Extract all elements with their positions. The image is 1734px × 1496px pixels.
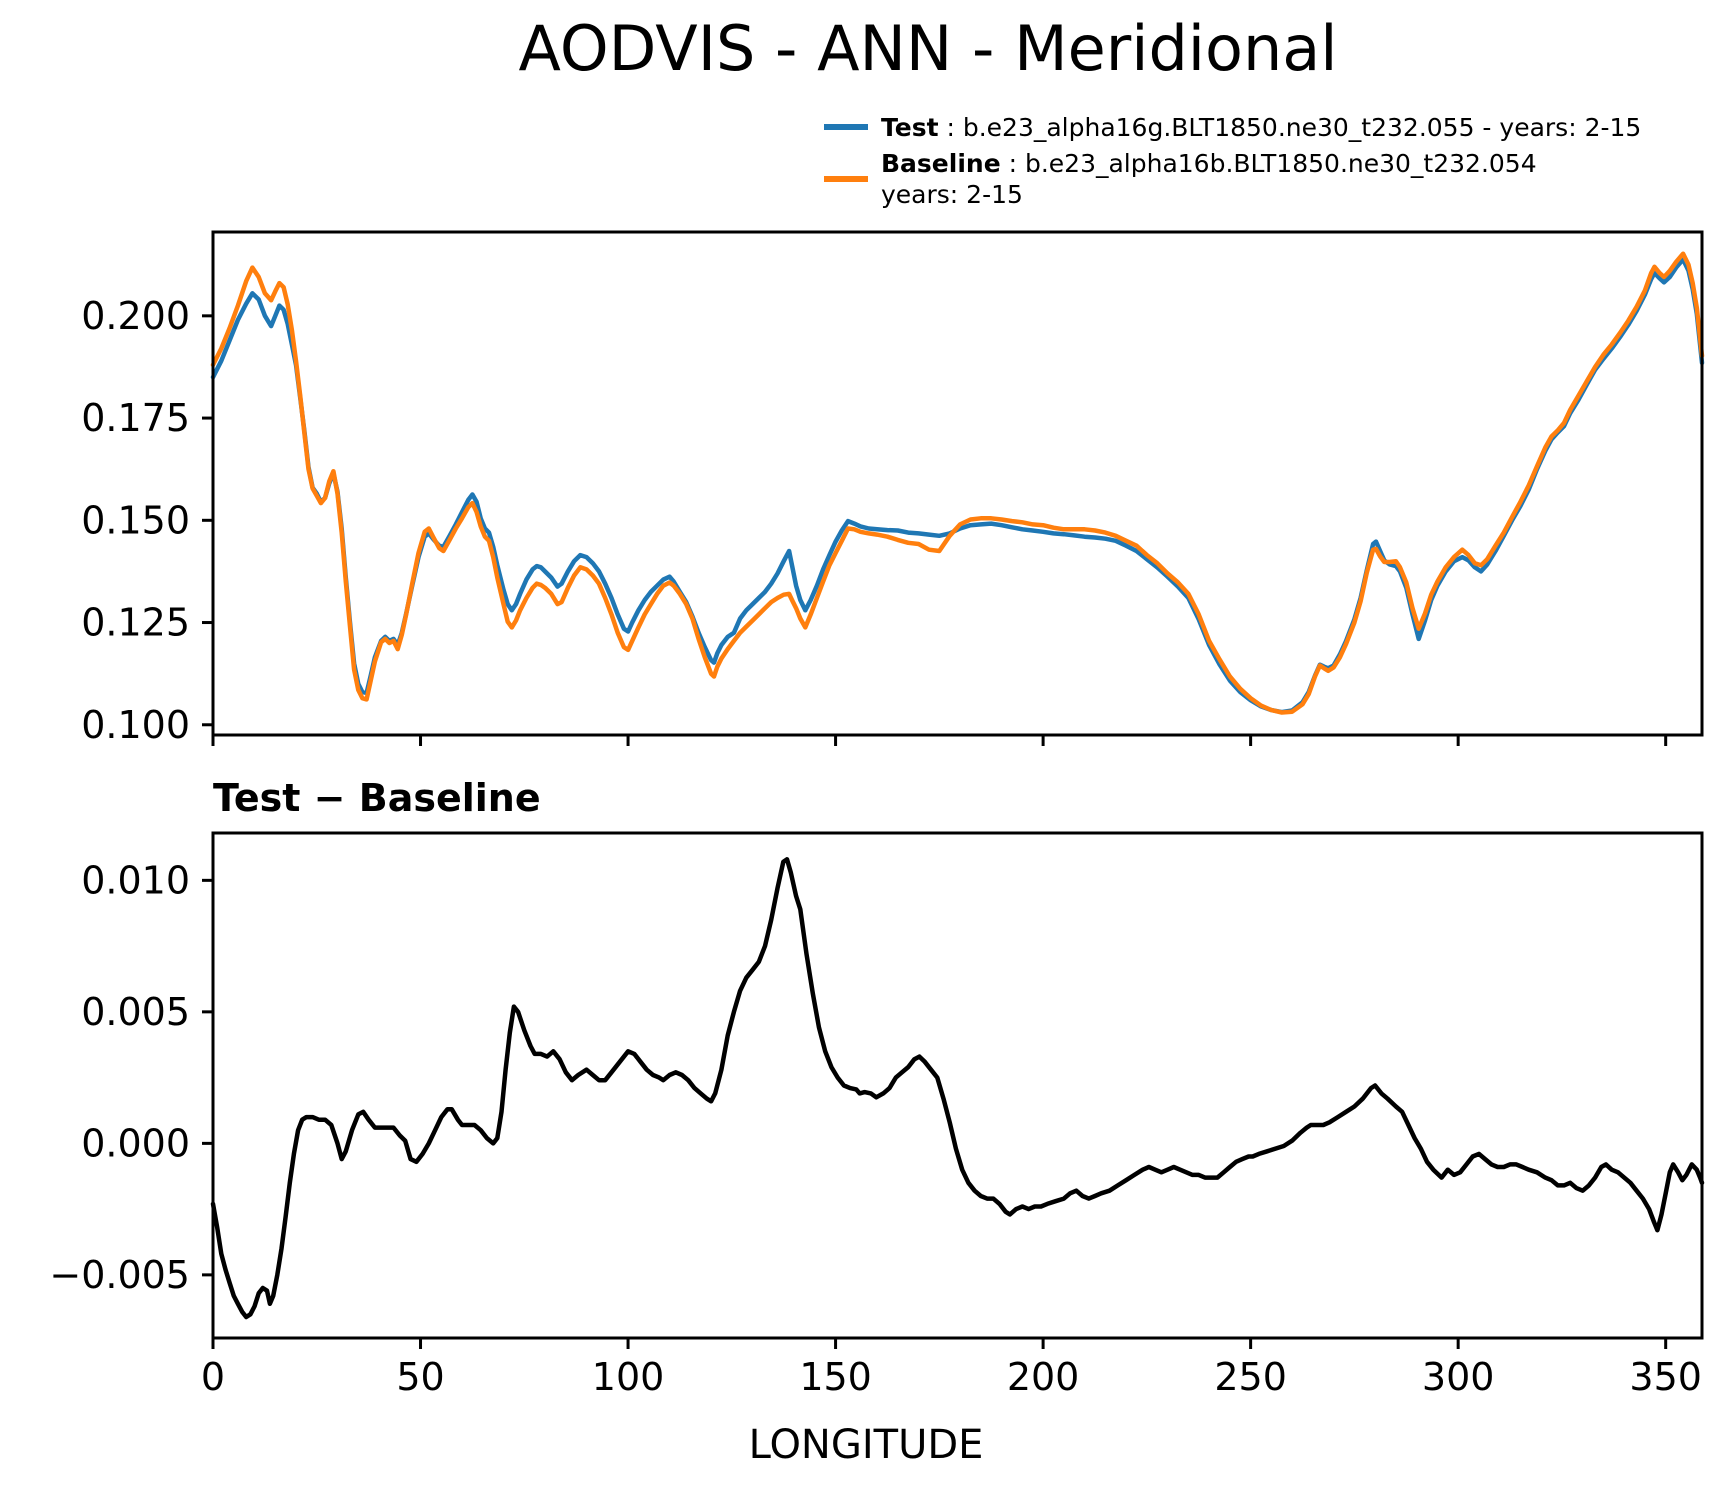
baseline-line-swatch [824,176,868,182]
legend-baseline-label: Baseline [881,149,1001,178]
legend-item-baseline: Baseline : b.e23_alpha16b.BLT1850.ne30_t… [824,148,1641,210]
x-tick-label: 200 [1007,1355,1080,1399]
y-tick-label: 0.200 [81,294,190,338]
legend-baseline-desc2: years: 2-15 [881,180,1023,209]
x-tick-label: 100 [592,1355,665,1399]
legend: Test : b.e23_alpha16g.BLT1850.ne30_t232.… [824,112,1641,215]
y-tick-label: 0.150 [81,498,190,542]
page-title: AODVIS - ANN - Meridional [518,12,1338,85]
legend-baseline-desc: : b.e23_alpha16b.BLT1850.ne30_t232.054 [1000,149,1537,178]
y-tick-label: 0.125 [81,601,190,645]
x-tick-label: 250 [1214,1355,1287,1399]
legend-test-desc: : b.e23_alpha16g.BLT1850.ne30_t232.055 -… [938,113,1642,142]
x-tick-label: 300 [1422,1355,1495,1399]
diff-line [210,857,1705,1320]
legend-baseline-text: Baseline : b.e23_alpha16b.BLT1850.ne30_t… [881,148,1537,210]
legend-item-test: Test : b.e23_alpha16g.BLT1850.ne30_t232.… [824,112,1641,143]
y-tick-label: 0.010 [81,858,190,902]
test-line [210,257,1705,715]
y-tick-label: −0.005 [49,1253,190,1297]
x-tick-label: 350 [1629,1355,1702,1399]
diff-panel-title: Test − Baseline [213,776,541,820]
y-tick-label: 0.005 [81,990,190,1034]
legend-test-text: Test : b.e23_alpha16g.BLT1850.ne30_t232.… [881,112,1641,143]
x-tick-label: 150 [799,1355,872,1399]
x-tick-label: 0 [201,1355,225,1399]
baseline-line [210,251,1705,715]
diff-panel-spines [211,831,1704,1340]
y-tick-label: 0.100 [81,703,190,747]
y-tick-label: 0.175 [81,396,190,440]
legend-test-label: Test [881,113,939,142]
y-tick-label: 0.000 [81,1121,190,1165]
x-tick-label: 50 [396,1355,444,1399]
x-axis-label: LONGITUDE [748,1422,984,1468]
top-panel-spines [211,230,1704,737]
test-line-swatch [824,124,868,130]
